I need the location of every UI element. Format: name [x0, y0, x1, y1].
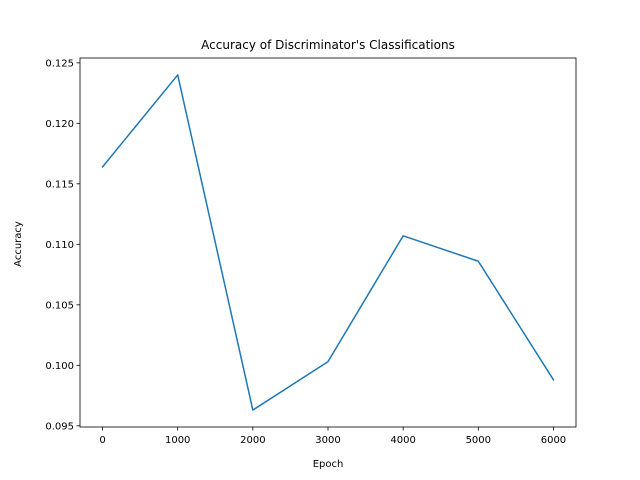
x-tick-label: 5000	[466, 435, 491, 446]
x-tick-label: 4000	[390, 435, 415, 446]
series-line	[101, 74, 555, 411]
y-tick-label: 0.100	[45, 361, 74, 372]
plot-area: 0 1000 2000 3000 4000 5000 6000 0.095 0.100 0.105…	[45, 57, 577, 446]
x-tick-label: 1000	[165, 435, 190, 446]
y-tick-label: 0.110	[45, 240, 74, 251]
y-tick-label: 0.095	[45, 421, 74, 432]
y-tick-label: 0.125	[45, 58, 74, 69]
x-tick-label: 3000	[315, 435, 340, 446]
y-axis-label: Accuracy	[13, 221, 24, 267]
y-tick-label: 0.120	[45, 119, 74, 130]
axes-frame	[79, 57, 577, 428]
y-tick-label: 0.105	[45, 300, 74, 311]
x-tick-label: 6000	[541, 435, 566, 446]
x-tick-label: 0	[99, 435, 105, 446]
y-tick-label: 0.115	[45, 179, 74, 190]
chart-title: Accuracy of Discriminator's Classificati…	[201, 38, 455, 52]
x-tick-label: 2000	[240, 435, 265, 446]
x-axis-label: Epoch	[313, 459, 344, 470]
